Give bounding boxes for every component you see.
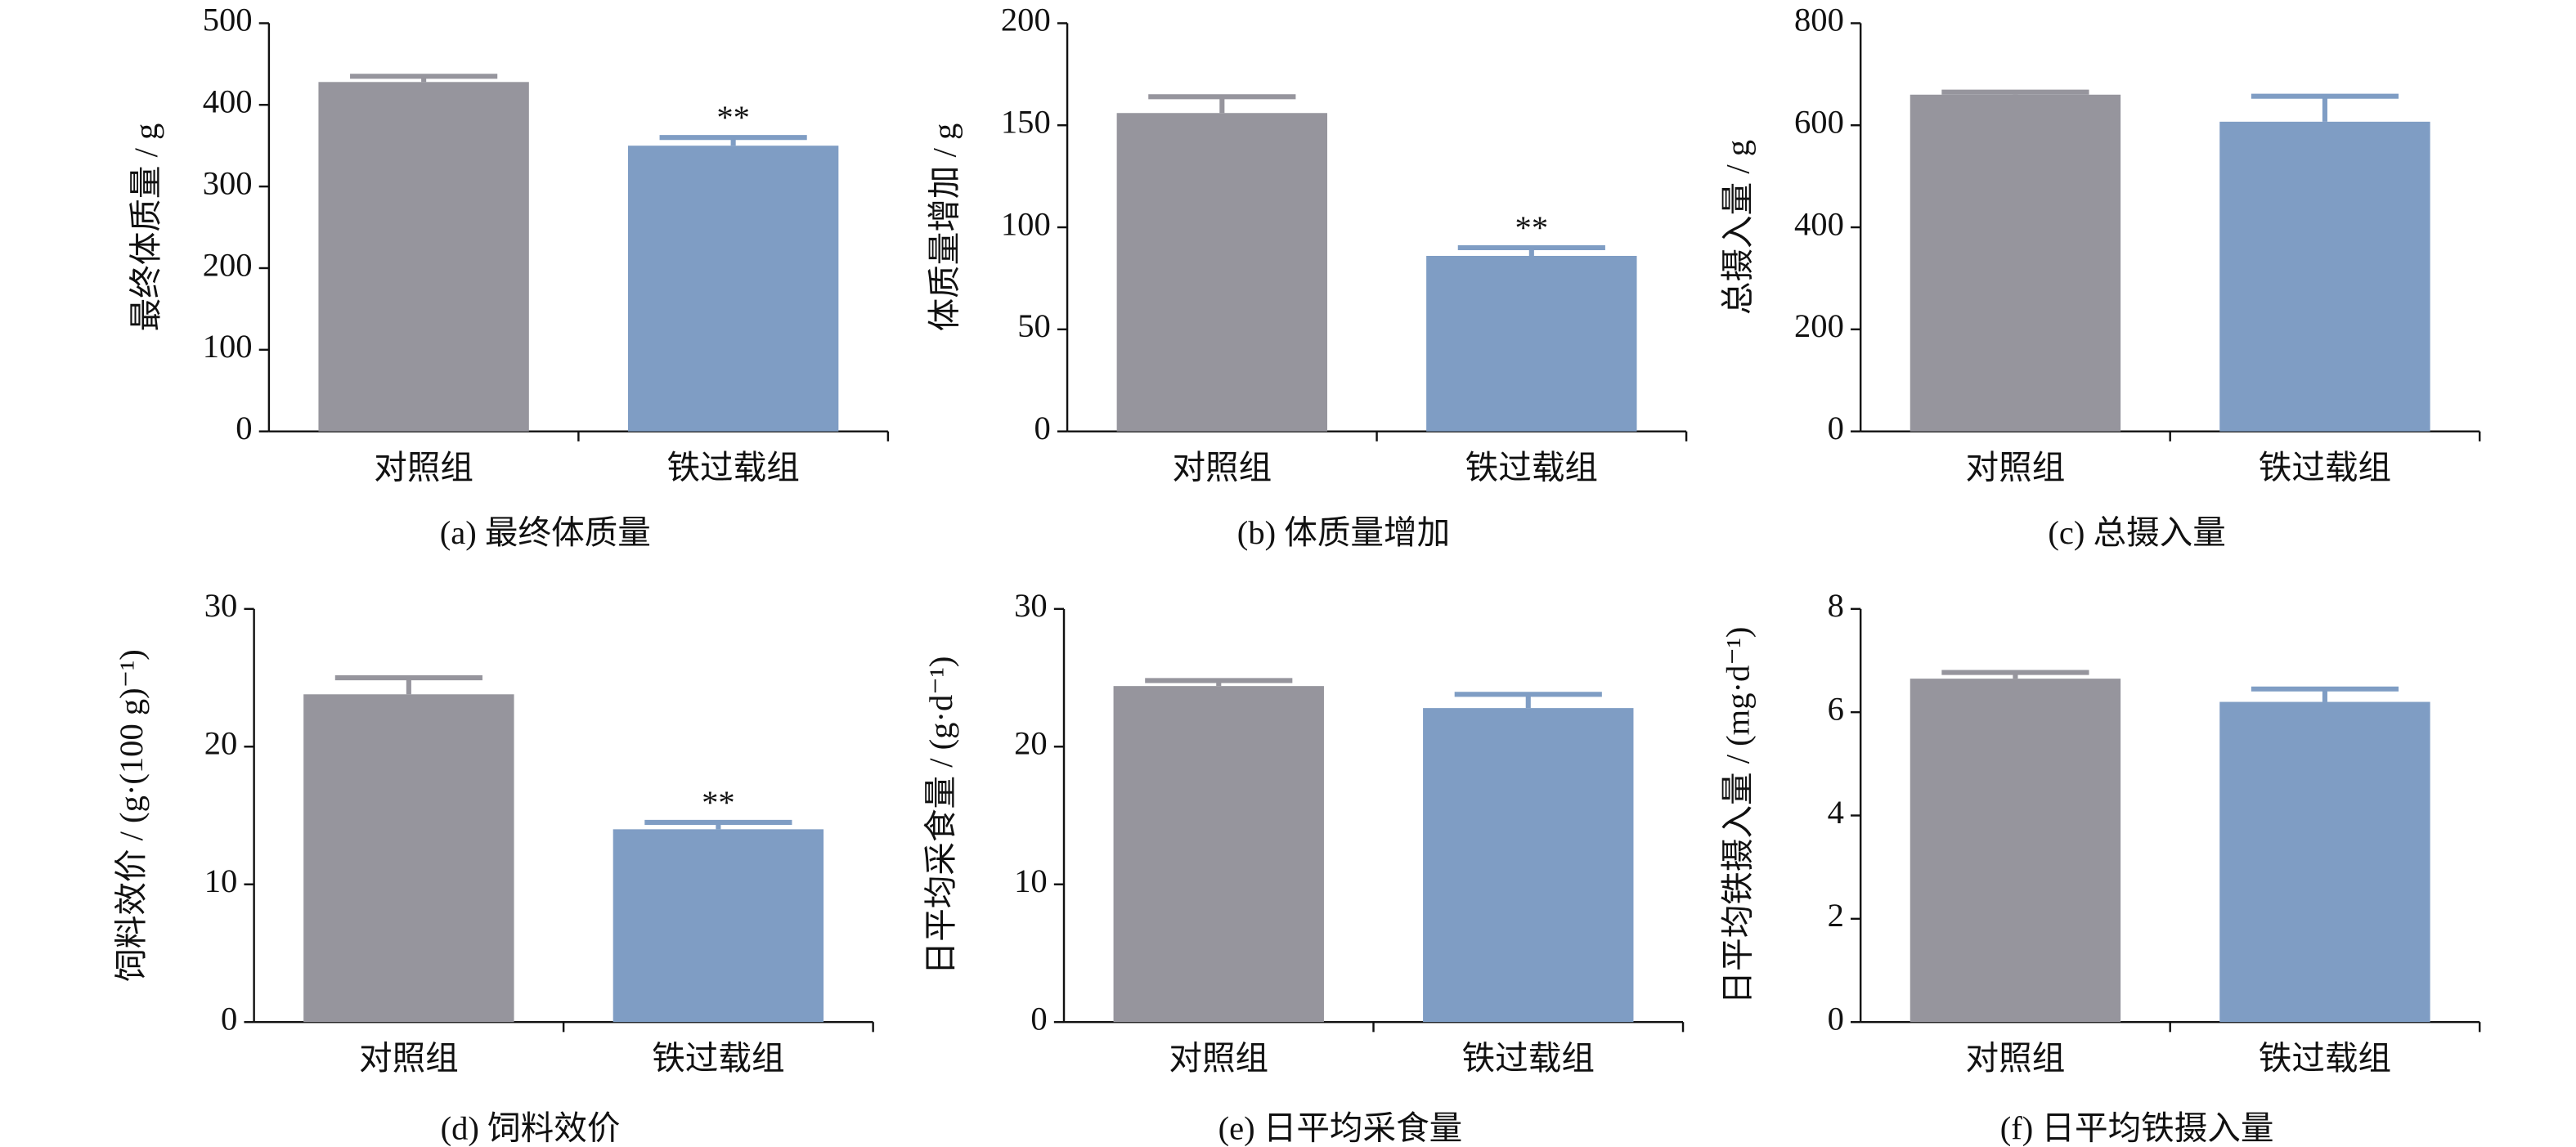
y-tick-label: 600 <box>1794 104 1844 141</box>
bar <box>1116 113 1328 432</box>
y-tick-label: 200 <box>203 246 253 283</box>
bar <box>1423 708 1634 1023</box>
y-tick-label: 10 <box>204 862 238 899</box>
chart-title: (b) 体质量增加 <box>1237 514 1450 551</box>
x-tick-label: 对照组 <box>1172 450 1272 486</box>
y-tick-label: 20 <box>204 725 238 762</box>
bar <box>1426 255 1637 432</box>
x-tick-label: 铁过载组 <box>2259 1040 2391 1077</box>
x-tick-label: 铁过载组 <box>666 450 799 486</box>
y-tick-label: 100 <box>203 328 253 365</box>
y-tick-label: 10 <box>1014 862 1048 899</box>
chart-title: (e) 日平均采食量 <box>1218 1109 1463 1146</box>
y-axis-label: 最终体质量 / g <box>128 123 164 332</box>
bar <box>2219 121 2430 432</box>
bar <box>613 829 824 1023</box>
x-tick-label: 铁过载组 <box>1462 1040 1595 1077</box>
x-tick-label: 对照组 <box>1966 450 2066 486</box>
y-tick-label: 30 <box>204 587 238 624</box>
y-tick-label: 300 <box>203 164 253 201</box>
y-tick-label: 50 <box>1017 307 1051 344</box>
y-tick-label: 200 <box>1794 307 1844 344</box>
y-tick-label: 8 <box>1828 587 1844 624</box>
y-tick-label: 400 <box>203 83 253 120</box>
y-axis-label: 饲料效价 / (g·(100 g)⁻¹) <box>113 649 150 982</box>
bar <box>1910 94 2121 432</box>
x-tick-label: 铁过载组 <box>2259 450 2391 486</box>
chart-title: (d) 饲料效价 <box>441 1109 621 1146</box>
y-axis-label: 日平均铁摄入量 / (mg·d⁻¹) <box>1719 627 1756 1005</box>
y-axis-label: 体质量增加 / g <box>926 123 963 332</box>
chart-title: (a) 最终体质量 <box>440 514 651 551</box>
y-tick-label: 200 <box>1001 2 1051 38</box>
x-tick-label: 铁过载组 <box>652 1040 784 1077</box>
y-tick-label: 0 <box>1828 410 1844 446</box>
y-tick-label: 4 <box>1828 794 1844 831</box>
bar <box>318 82 529 432</box>
bar <box>303 694 514 1023</box>
x-tick-label: 对照组 <box>374 450 473 486</box>
y-tick-label: 0 <box>1034 410 1050 446</box>
x-tick-label: 对照组 <box>359 1040 459 1077</box>
y-tick-label: 0 <box>236 410 252 446</box>
chart-title: (c) 总摄入量 <box>2048 514 2226 551</box>
x-tick-label: 铁过载组 <box>1465 450 1598 486</box>
y-tick-label: 0 <box>221 1000 237 1037</box>
y-tick-label: 100 <box>1001 205 1051 242</box>
bar <box>2219 701 2430 1023</box>
bar <box>627 146 839 432</box>
y-tick-label: 800 <box>1794 2 1844 38</box>
bar <box>1910 679 2121 1023</box>
chart-title: (f) 日平均铁摄入量 <box>2000 1109 2274 1146</box>
y-tick-label: 30 <box>1014 587 1048 624</box>
significance-label: ** <box>702 784 735 821</box>
y-axis-label: 总摄入量 / g <box>1719 140 1756 315</box>
y-tick-label: 6 <box>1828 690 1844 727</box>
significance-label: ** <box>1515 209 1549 246</box>
y-tick-label: 0 <box>1828 1000 1844 1037</box>
y-tick-label: 20 <box>1014 725 1048 762</box>
y-tick-label: 0 <box>1030 1000 1047 1037</box>
significance-label: ** <box>716 99 750 136</box>
bar <box>1113 686 1324 1023</box>
y-tick-label: 500 <box>203 2 253 38</box>
y-tick-label: 150 <box>1001 104 1051 141</box>
x-tick-label: 对照组 <box>1169 1040 1268 1077</box>
y-tick-label: 400 <box>1794 205 1844 242</box>
y-tick-label: 2 <box>1828 897 1844 934</box>
x-tick-label: 对照组 <box>1966 1040 2066 1077</box>
y-axis-label: 日平均采食量 / (g·d⁻¹) <box>922 656 959 975</box>
